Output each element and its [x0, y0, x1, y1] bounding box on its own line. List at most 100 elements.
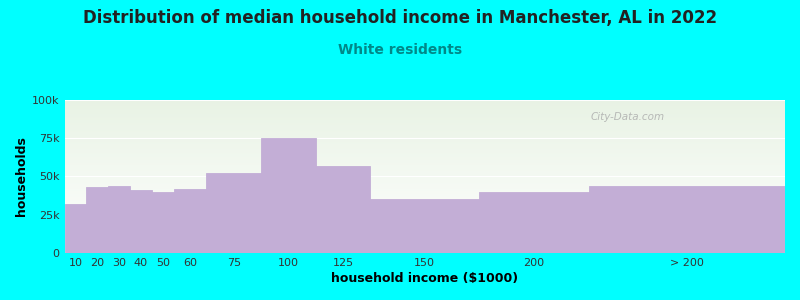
Bar	[65, 170, 785, 171]
Bar	[65, 112, 785, 113]
Bar	[65, 250, 785, 251]
Bar	[65, 204, 785, 205]
Bar	[65, 191, 785, 192]
Bar	[65, 237, 785, 238]
Bar	[65, 107, 785, 108]
Bar	[65, 183, 785, 184]
Bar	[479, 192, 589, 253]
Bar	[65, 189, 785, 190]
Bar	[65, 230, 785, 232]
Bar	[65, 167, 785, 168]
Bar	[65, 111, 785, 112]
Bar	[65, 154, 785, 155]
Bar	[65, 139, 785, 140]
Bar	[65, 240, 785, 241]
Bar	[65, 143, 785, 144]
Bar	[65, 113, 785, 114]
Bar	[130, 190, 152, 253]
Bar	[65, 140, 785, 141]
Bar	[65, 155, 785, 156]
Bar	[65, 122, 785, 124]
Bar	[65, 194, 785, 195]
Bar	[65, 204, 86, 253]
Bar	[65, 133, 785, 134]
Bar	[65, 226, 785, 227]
Bar	[108, 186, 130, 253]
Bar	[65, 148, 785, 149]
Bar	[65, 245, 785, 246]
Bar	[65, 242, 785, 243]
Bar	[65, 162, 785, 163]
Bar	[65, 119, 785, 120]
Bar	[65, 102, 785, 103]
Bar	[65, 208, 785, 209]
Bar	[65, 179, 785, 181]
Bar	[174, 189, 206, 253]
Bar	[65, 236, 785, 237]
Bar	[65, 181, 785, 182]
Bar	[65, 220, 785, 221]
Bar	[65, 110, 785, 111]
Bar	[65, 216, 785, 217]
Bar	[65, 210, 785, 211]
Text: City-Data.com: City-Data.com	[590, 112, 665, 122]
Bar	[65, 106, 785, 107]
Bar	[65, 136, 785, 137]
Bar	[65, 173, 785, 174]
Bar	[65, 125, 785, 127]
Bar	[65, 198, 785, 199]
Bar	[65, 195, 785, 196]
Bar	[65, 166, 785, 167]
Bar	[65, 213, 785, 214]
Bar	[65, 160, 785, 161]
Bar	[65, 151, 785, 152]
Bar	[86, 187, 108, 253]
Bar	[65, 235, 785, 236]
Bar	[65, 184, 785, 186]
Bar	[65, 161, 785, 162]
Bar	[261, 138, 316, 253]
Bar	[65, 150, 785, 151]
Bar	[65, 246, 785, 247]
Bar	[65, 172, 785, 173]
Bar	[65, 100, 785, 101]
Bar	[65, 108, 785, 109]
Bar	[65, 174, 785, 175]
Bar	[65, 248, 785, 249]
Bar	[65, 229, 785, 230]
Bar	[65, 116, 785, 117]
Bar	[65, 152, 785, 153]
Bar	[65, 214, 785, 215]
Bar	[65, 193, 785, 194]
Bar	[65, 182, 785, 183]
Bar	[65, 118, 785, 119]
Bar	[65, 105, 785, 106]
Bar	[65, 163, 785, 164]
Bar	[65, 165, 785, 166]
Bar	[152, 192, 174, 253]
Bar	[65, 134, 785, 135]
Bar	[65, 159, 785, 160]
Bar	[65, 205, 785, 206]
Bar	[65, 202, 785, 203]
Bar	[65, 127, 785, 128]
Bar	[65, 145, 785, 146]
Bar	[65, 141, 785, 142]
Bar	[65, 146, 785, 147]
Bar	[65, 234, 785, 235]
Bar	[65, 239, 785, 240]
Bar	[65, 225, 785, 226]
Bar	[65, 158, 785, 159]
Text: White residents: White residents	[338, 44, 462, 58]
Bar	[65, 104, 785, 105]
Bar	[65, 169, 785, 170]
Bar	[65, 209, 785, 210]
Bar	[65, 192, 785, 193]
Bar	[65, 114, 785, 115]
Bar	[65, 124, 785, 125]
Bar	[65, 217, 785, 218]
Bar	[65, 249, 785, 250]
Bar	[65, 168, 785, 169]
Bar	[65, 153, 785, 154]
Bar	[65, 186, 785, 187]
